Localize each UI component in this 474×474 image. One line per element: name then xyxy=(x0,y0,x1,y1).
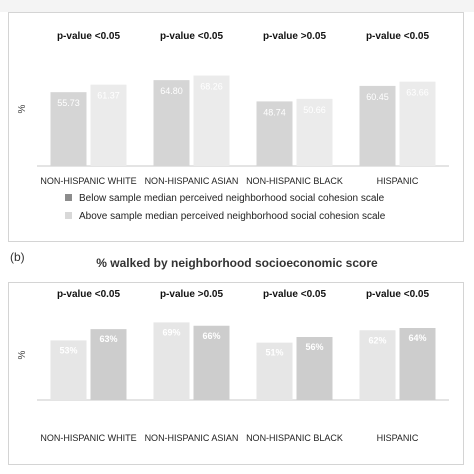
p-value-annotation-3: p-value <0.05 xyxy=(263,289,327,300)
panel-b-label: (b) xyxy=(10,250,25,264)
bar-s1-3 xyxy=(256,101,293,166)
chart-panel-b: % 53% 63% NON-HISPANIC WHITE p-value <0.05 69… xyxy=(8,282,464,465)
bar-s2-3 xyxy=(296,337,333,400)
data-label-s2-1: 61.37 xyxy=(97,91,120,101)
bar-s1-4 xyxy=(359,85,396,166)
category-label-3: NON-HISPANIC BLACK xyxy=(246,176,343,186)
legend-label-1: Below sample median perceived neighborho… xyxy=(79,193,385,204)
data-label-s2-3: 50.66 xyxy=(303,105,326,115)
p-value-annotation-3: p-value >0.05 xyxy=(263,31,327,42)
data-label-s2-2: 68.26 xyxy=(200,82,223,92)
data-label-s1-2: 69% xyxy=(162,327,180,337)
bar-s2-2 xyxy=(193,325,230,400)
bar-s1-4 xyxy=(359,330,396,400)
data-label-s1-1: 53% xyxy=(59,345,77,355)
y-axis-label: % xyxy=(17,350,28,359)
bar-s2-1 xyxy=(90,329,127,400)
bar-s2-4 xyxy=(399,81,436,166)
chart-a-svg: % 55.73 61.37 NON-HISPANIC WHITE p-value <0.… xyxy=(17,31,449,222)
category-label-1: NON-HISPANIC WHITE xyxy=(40,176,136,186)
bar-s2-3 xyxy=(296,98,333,166)
p-value-annotation-4: p-value <0.05 xyxy=(366,289,430,300)
y-axis-label: % xyxy=(17,104,28,113)
data-label-s2-2: 66% xyxy=(202,331,220,341)
bar-s1-2 xyxy=(153,80,190,166)
data-label-s1-1: 55.73 xyxy=(57,98,80,108)
p-value-annotation-1: p-value <0.05 xyxy=(57,31,121,42)
p-value-annotation-2: p-value >0.05 xyxy=(160,289,224,300)
data-label-s1-3: 48.74 xyxy=(263,107,286,117)
data-label-s1-4: 60.45 xyxy=(366,92,389,102)
category-label-2: NON-HISPANIC ASIAN xyxy=(145,433,239,443)
legend-entry-2: Above sample median perceived neighborho… xyxy=(65,211,386,222)
bar-s1-1 xyxy=(50,92,87,166)
category-label-4: HISPANIC xyxy=(377,176,419,186)
legend-entry-1: Below sample median perceived neighborho… xyxy=(65,193,385,204)
bar-s2-2 xyxy=(193,75,230,166)
cut-off-caption xyxy=(0,466,474,474)
data-label-s2-4: 63.66 xyxy=(406,88,429,98)
chart-panel-a: % 55.73 61.37 NON-HISPANIC WHITE p-value <0.… xyxy=(8,12,464,242)
category-label-1: NON-HISPANIC WHITE xyxy=(40,433,136,443)
category-label-4: HISPANIC xyxy=(377,433,419,443)
data-label-s1-3: 51% xyxy=(265,348,283,358)
p-value-annotation-4: p-value <0.05 xyxy=(366,31,430,42)
legend-swatch-1 xyxy=(65,194,72,201)
bar-s2-4 xyxy=(399,328,436,400)
p-value-annotation-2: p-value <0.05 xyxy=(160,31,224,42)
legend-swatch-2 xyxy=(65,212,72,219)
data-label-s1-4: 62% xyxy=(368,335,386,345)
category-label-3: NON-HISPANIC BLACK xyxy=(246,433,343,443)
top-strip xyxy=(0,0,474,12)
legend-label-2: Above sample median perceived neighborho… xyxy=(79,211,386,222)
bar-s1-2 xyxy=(153,322,190,400)
bar-s1-3 xyxy=(256,342,293,400)
data-label-s2-4: 64% xyxy=(408,333,426,343)
p-value-annotation-1: p-value <0.05 xyxy=(57,289,121,300)
chart-b-svg: % 53% 63% NON-HISPANIC WHITE p-value <0.05 69… xyxy=(17,289,449,443)
bar-s2-1 xyxy=(90,84,127,166)
category-label-2: NON-HISPANIC ASIAN xyxy=(145,176,239,186)
chart-b-title: % walked by neighborhood socioeconomic s… xyxy=(96,256,378,270)
data-label-s2-3: 56% xyxy=(305,342,323,352)
bar-s1-1 xyxy=(50,340,87,400)
data-label-s1-2: 64.80 xyxy=(160,86,183,96)
data-label-s2-1: 63% xyxy=(99,334,117,344)
